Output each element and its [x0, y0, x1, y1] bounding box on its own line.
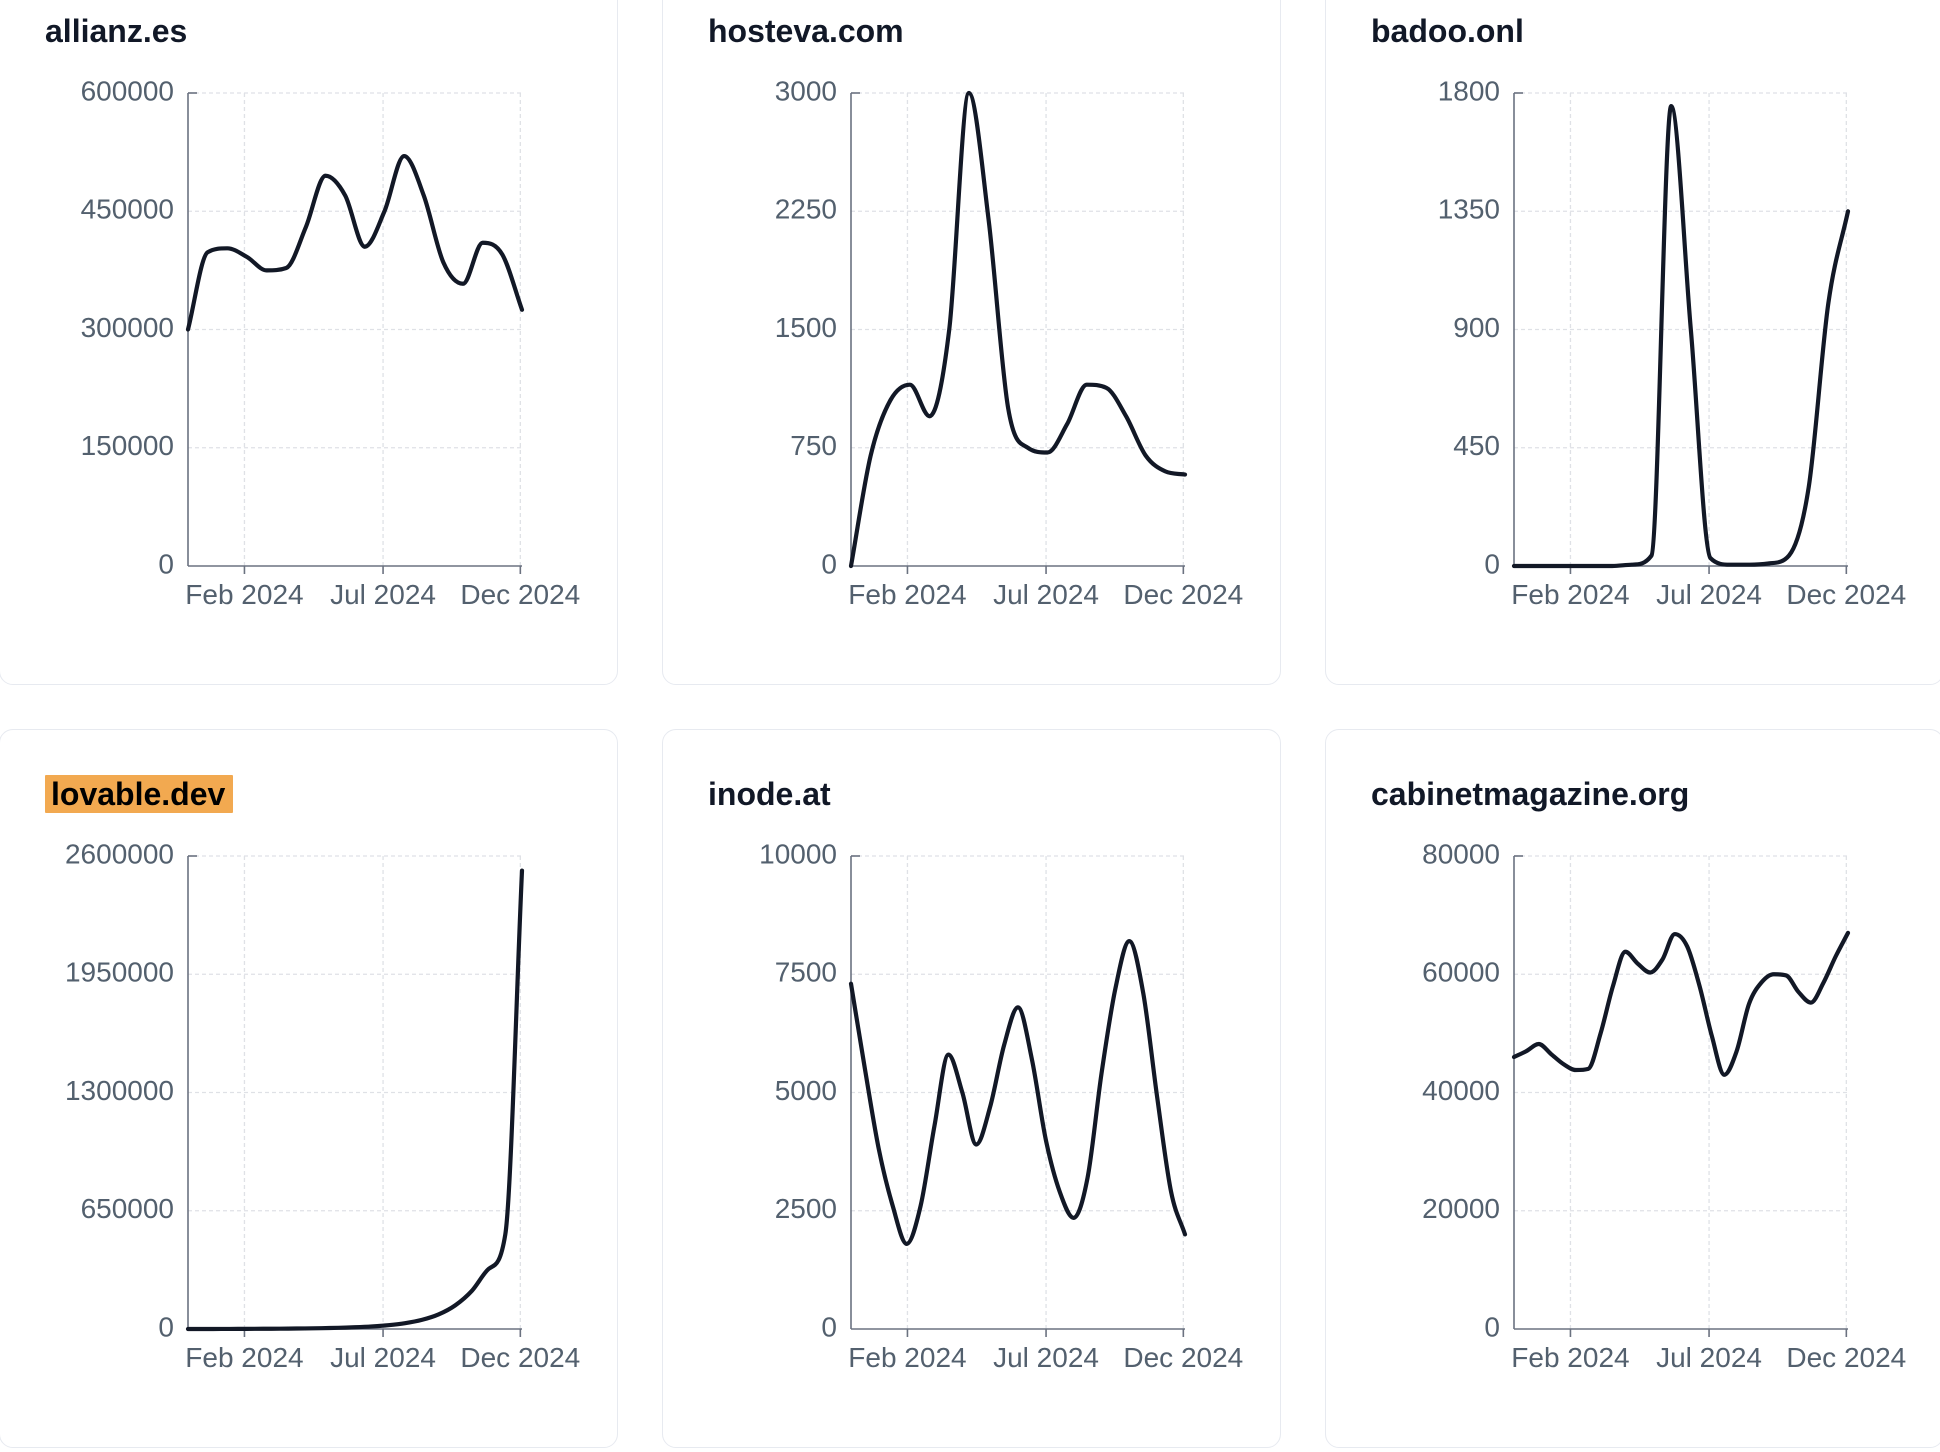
svg-text:Jul 2024: Jul 2024 [1656, 1342, 1762, 1373]
svg-text:1950000: 1950000 [65, 957, 174, 988]
svg-text:10000: 10000 [759, 842, 837, 869]
svg-text:150000: 150000 [81, 430, 174, 461]
svg-text:Feb 2024: Feb 2024 [185, 1342, 303, 1373]
svg-text:0: 0 [821, 548, 837, 579]
svg-text:60000: 60000 [1422, 957, 1500, 988]
svg-text:Dec 2024: Dec 2024 [460, 1342, 580, 1373]
svg-text:3000: 3000 [775, 79, 837, 106]
svg-text:40000: 40000 [1422, 1075, 1500, 1106]
svg-text:Dec 2024: Dec 2024 [1786, 579, 1906, 610]
svg-text:1350: 1350 [1438, 194, 1500, 225]
svg-text:750: 750 [790, 430, 837, 461]
svg-text:2500: 2500 [775, 1193, 837, 1224]
svg-text:Dec 2024: Dec 2024 [1123, 579, 1243, 610]
svg-text:0: 0 [1484, 548, 1500, 579]
svg-text:Feb 2024: Feb 2024 [1511, 1342, 1629, 1373]
svg-text:Dec 2024: Dec 2024 [1123, 1342, 1243, 1373]
svg-text:1300000: 1300000 [65, 1075, 174, 1106]
svg-text:1500: 1500 [775, 312, 837, 343]
svg-text:0: 0 [158, 1311, 174, 1342]
svg-text:Jul 2024: Jul 2024 [330, 579, 436, 610]
svg-text:Feb 2024: Feb 2024 [848, 1342, 966, 1373]
svg-text:2600000: 2600000 [65, 842, 174, 869]
svg-text:Jul 2024: Jul 2024 [993, 1342, 1099, 1373]
svg-text:Feb 2024: Feb 2024 [185, 579, 303, 610]
svg-text:Feb 2024: Feb 2024 [1511, 579, 1629, 610]
svg-text:600000: 600000 [81, 79, 174, 106]
svg-text:2250: 2250 [775, 194, 837, 225]
svg-text:Jul 2024: Jul 2024 [1656, 579, 1762, 610]
svg-text:Dec 2024: Dec 2024 [460, 579, 580, 610]
svg-text:5000: 5000 [775, 1075, 837, 1106]
svg-text:7500: 7500 [775, 957, 837, 988]
svg-text:1800: 1800 [1438, 79, 1500, 106]
svg-text:300000: 300000 [81, 312, 174, 343]
svg-text:Feb 2024: Feb 2024 [848, 579, 966, 610]
svg-text:0: 0 [1484, 1311, 1500, 1342]
svg-text:0: 0 [158, 548, 174, 579]
svg-text:900: 900 [1453, 312, 1500, 343]
svg-text:Jul 2024: Jul 2024 [993, 579, 1099, 610]
svg-text:Dec 2024: Dec 2024 [1786, 1342, 1906, 1373]
svg-text:20000: 20000 [1422, 1193, 1500, 1224]
svg-text:650000: 650000 [81, 1193, 174, 1224]
svg-text:80000: 80000 [1422, 842, 1500, 869]
svg-text:0: 0 [821, 1311, 837, 1342]
svg-text:450: 450 [1453, 430, 1500, 461]
svg-text:Jul 2024: Jul 2024 [330, 1342, 436, 1373]
svg-text:450000: 450000 [81, 194, 174, 225]
